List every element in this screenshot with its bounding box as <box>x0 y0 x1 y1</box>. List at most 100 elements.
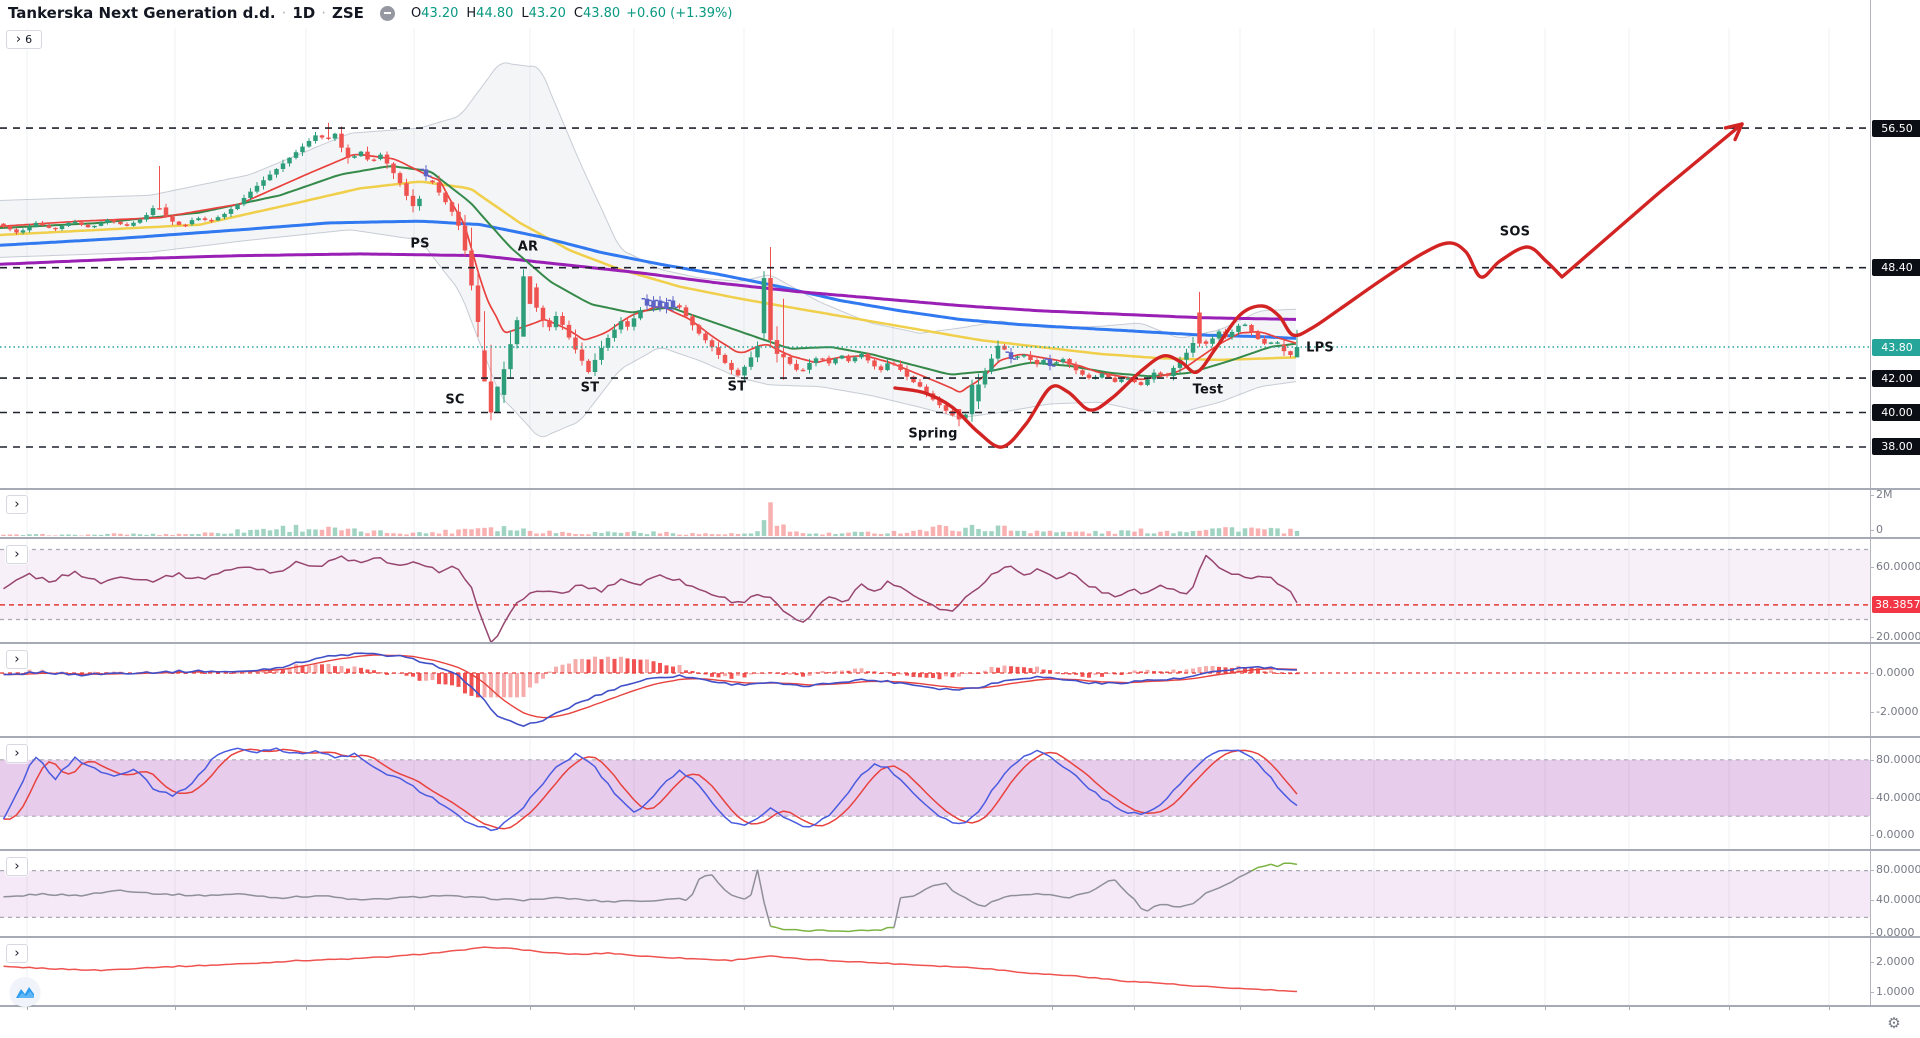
main-price-pane[interactable] <box>0 28 1870 489</box>
price-level-badge-38.00: 38.00 <box>1872 438 1920 456</box>
time-tick <box>530 1005 531 1010</box>
time-tick <box>1829 1005 1830 1010</box>
annotation-ps[interactable]: PS <box>410 236 430 252</box>
time-tick <box>1455 1005 1456 1010</box>
market-status-icon <box>379 5 395 21</box>
rsi-value-badge: 38.3857 <box>1872 596 1920 614</box>
annotation-ar[interactable]: AR <box>517 239 539 255</box>
rsi-scale-tick: 20.0000 <box>1870 630 1920 643</box>
time-tick <box>414 1005 415 1010</box>
stoch2-scale-tick: 0.0000 <box>1870 926 1915 939</box>
chart-header: Tankerska Next Generation d.d. · 1D · ZS… <box>8 4 732 22</box>
projection-drawing[interactable] <box>893 122 1744 449</box>
ohlc-values: O43.20 H44.80 L43.20 C43.80 <box>411 6 620 21</box>
ma-line-red <box>0 153 1297 393</box>
annotation-sc[interactable]: SC <box>445 392 465 408</box>
time-tick <box>1240 1005 1241 1010</box>
stoch2-scale-tick: 40.0000 <box>1870 893 1920 906</box>
time-tick <box>1134 1005 1135 1010</box>
time-tick <box>1052 1005 1053 1010</box>
volume-pane[interactable] <box>0 489 1870 538</box>
ohlc-c: C43.80 <box>573 5 621 21</box>
stoch2-scale-tick: 80.0000 <box>1870 863 1920 876</box>
pane-separator-4[interactable] <box>0 849 1920 851</box>
area-chart-logo-icon <box>16 987 34 998</box>
change-value: +0.60 (+1.39%) <box>626 5 733 21</box>
stoch-scale-tick: 80.0000 <box>1870 753 1920 766</box>
time-tick <box>634 1005 635 1010</box>
price-scale[interactable] <box>1870 0 1920 1005</box>
annotation-spring[interactable]: Spring <box>908 426 958 442</box>
collapse-pane-button-volume[interactable]: › <box>6 495 28 514</box>
price-level-badge-48.40: 48.40 <box>1872 259 1920 277</box>
chevron-right-icon: › <box>14 546 20 562</box>
stoch-scale-tick: 0.0000 <box>1870 828 1915 841</box>
chevron-right-icon: › <box>15 31 22 47</box>
price-level-badge-40.00: 40.00 <box>1872 404 1920 421</box>
chevron-right-icon: › <box>14 651 20 667</box>
annotation-st[interactable]: ST <box>580 380 600 396</box>
collapse-pane-button-macd[interactable]: › <box>6 650 28 669</box>
chevron-right-icon: › <box>14 496 20 512</box>
ohlc-l: L43.20 <box>521 5 566 21</box>
title-separator-2: · <box>321 4 326 22</box>
time-tick <box>744 1005 745 1010</box>
ma-line-blue <box>0 219 1297 340</box>
time-tick <box>1729 1005 1730 1010</box>
collapse-pane-button-stoch[interactable]: › <box>6 744 28 763</box>
ma-line-purple <box>0 252 1297 321</box>
price-level-badge-42.00: 42.00 <box>1872 369 1920 387</box>
chevron-right-icon: › <box>14 745 20 761</box>
gear-icon: ⚙ <box>1887 1014 1901 1032</box>
stoch-scale-tick: 40.0000 <box>1870 791 1920 804</box>
macd-scale-tick: -2.0000 <box>1869 705 1919 718</box>
pane-separator-2[interactable] <box>0 642 1920 644</box>
pane-separator-3[interactable] <box>0 736 1920 738</box>
macd-pane[interactable] <box>0 643 1870 737</box>
title-separator: · <box>281 4 287 22</box>
annotation-test[interactable]: Test <box>1192 382 1224 398</box>
time-tick <box>893 1005 894 1010</box>
stochastic-slow-pane[interactable] <box>0 850 1870 937</box>
pane-separator-0[interactable] <box>0 488 1920 490</box>
atr-pane[interactable] <box>0 937 1870 1005</box>
pane-separator-1[interactable] <box>0 537 1920 539</box>
timezone-settings-button[interactable]: ⚙ <box>1882 1012 1906 1034</box>
time-tick <box>306 1005 307 1010</box>
collapse-pane-button-rsi[interactable]: › <box>6 545 28 564</box>
macd-scale-tick: 0.0000 <box>1870 666 1915 679</box>
time-tick <box>1374 1005 1375 1010</box>
collapse-pane-button-atr[interactable]: › <box>6 944 28 963</box>
chevron-right-icon: › <box>14 858 20 874</box>
current-price-badge: 43.80 <box>1872 338 1920 356</box>
time-tick <box>1629 1005 1630 1010</box>
exchange-label: ZSE <box>332 4 364 22</box>
time-tick <box>1545 1005 1546 1010</box>
symbol-title[interactable]: Tankerska Next Generation d.d. <box>8 4 276 22</box>
rsi-pane[interactable] <box>0 538 1870 643</box>
annotation-st[interactable]: ST <box>727 379 747 395</box>
collapse-pane-button-stoch2[interactable]: › <box>6 857 28 876</box>
time-tick <box>175 1005 176 1010</box>
annotation-sos[interactable]: SOS <box>1499 224 1531 240</box>
price-level-badge-56.50: 56.50 <box>1872 119 1920 137</box>
annotation-lps[interactable]: LPS <box>1306 340 1334 356</box>
rsi-scale-tick: 60.0000 <box>1870 560 1920 573</box>
collapsed-indicators-count: 6 <box>25 33 33 46</box>
pane-separator-5[interactable] <box>0 936 1920 938</box>
ohlc-o: O43.20 <box>410 5 459 21</box>
atr-scale-tick: 1.0000 <box>1870 985 1915 998</box>
volume-scale-tick: 0 <box>1870 523 1883 536</box>
time-scale[interactable] <box>0 1005 1920 1038</box>
stochastic-pane[interactable] <box>0 737 1870 850</box>
chevron-right-icon: › <box>14 945 20 961</box>
ohlc-h: H44.80 <box>466 5 514 21</box>
timeframe-label[interactable]: 1D <box>292 4 316 22</box>
time-tick <box>27 1005 28 1010</box>
ma-line-yellow <box>0 180 1297 362</box>
volume-scale-tick: 2M <box>1870 488 1893 501</box>
collapsed-indicators-button[interactable]: › 6 <box>6 30 42 49</box>
publisher-logo-button[interactable] <box>10 977 40 1007</box>
atr-scale-tick: 2.0000 <box>1870 955 1915 968</box>
